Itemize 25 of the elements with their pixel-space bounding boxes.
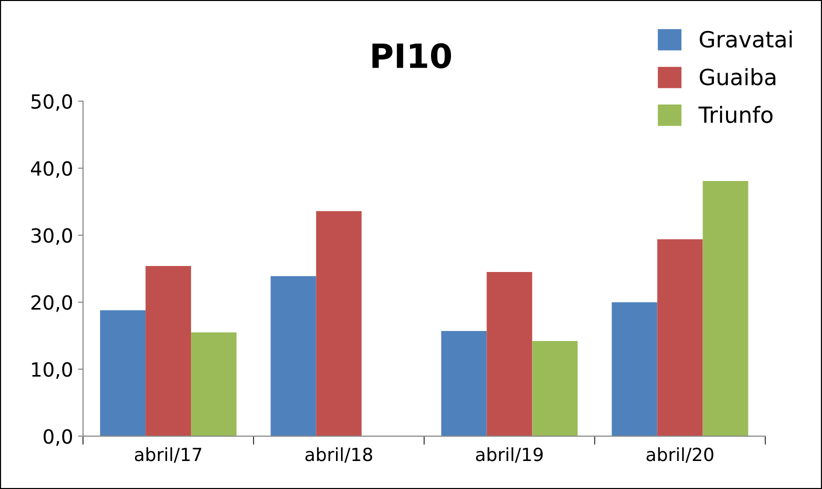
bar — [486, 272, 532, 436]
x-tick-label: abril/19 — [476, 447, 543, 463]
bar — [702, 180, 748, 436]
x-tick-label: abril/20 — [646, 447, 714, 463]
y-tick-label: 50,0 — [32, 94, 72, 111]
y-tick-label: 30,0 — [31, 228, 72, 245]
bar — [270, 276, 316, 436]
legend-label: Gravatai — [700, 30, 792, 48]
y-tick-label: 0,0 — [44, 429, 72, 446]
bar — [100, 310, 146, 436]
bar — [441, 331, 487, 436]
bar — [191, 332, 237, 436]
bar — [532, 341, 578, 436]
x-tick-label: abril/18 — [305, 447, 372, 463]
y-tick-label: 40,0 — [30, 161, 72, 178]
bar — [316, 211, 362, 436]
bar — [612, 302, 658, 436]
bar — [146, 266, 192, 436]
bar — [657, 239, 703, 436]
chart-title: PI10 — [372, 43, 452, 68]
legend-label: Guaiba — [700, 68, 776, 86]
x-tick-label: abril/17 — [134, 447, 202, 463]
y-tick-label: 20,0 — [31, 295, 72, 312]
legend-label: Triunfo — [698, 106, 773, 124]
y-tick-label: 10,0 — [32, 362, 72, 379]
